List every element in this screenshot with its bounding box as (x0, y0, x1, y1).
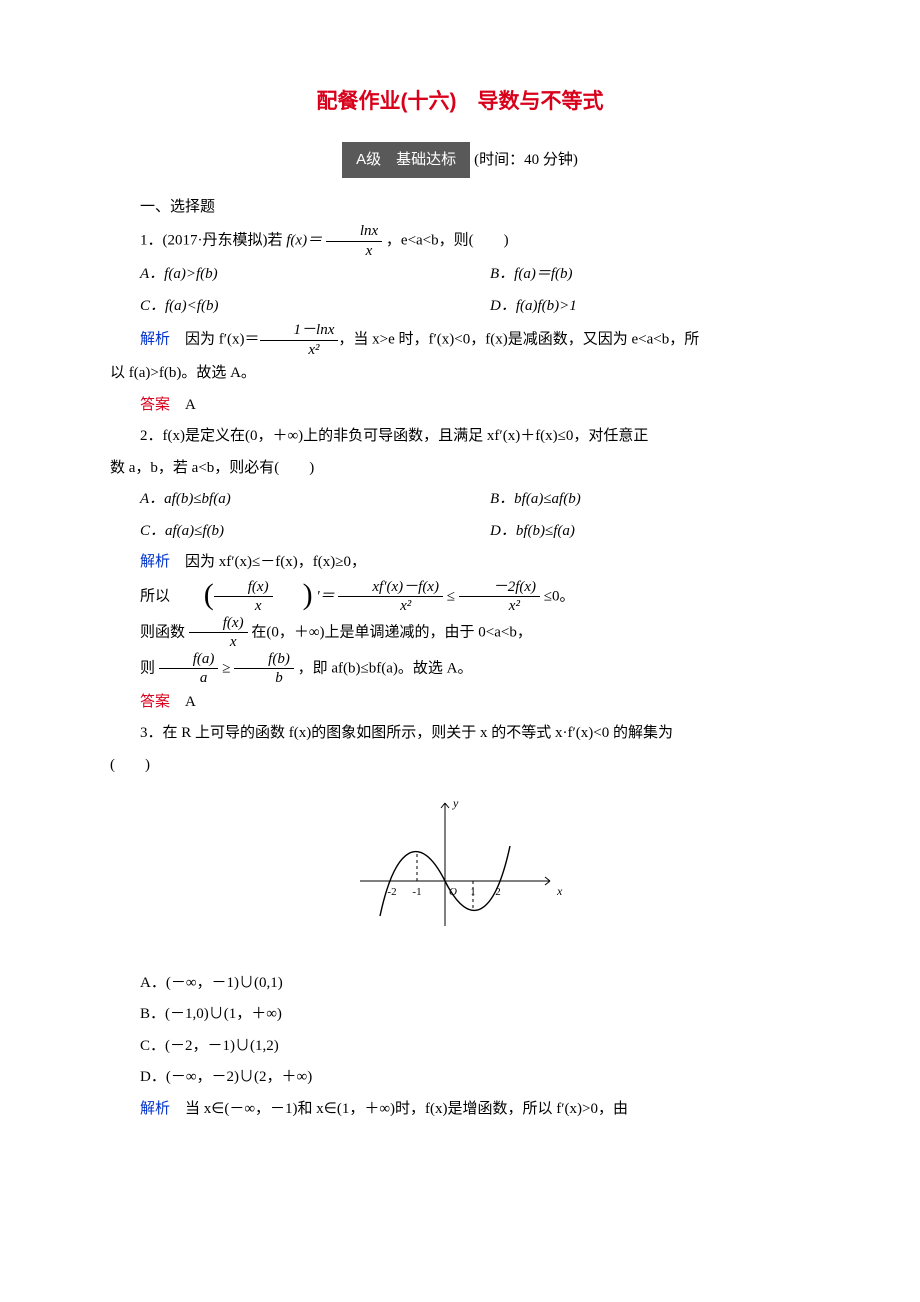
q1-frac: lnx x (326, 223, 382, 259)
q3-optA: A．(－∞，－1)∪(0,1) (140, 975, 283, 991)
section-heading: 一、选择题 (110, 192, 810, 224)
q1-stem: 1．(2017·丹东模拟)若 f(x)＝ lnx x ，e<a<b，则( ) (110, 223, 810, 259)
q2-analysis-line4: 则 f(a) a ≥ f(b) b ，即 af(b)≤bf(a)。故选 A。 (110, 651, 810, 687)
level-row: A级 基础达标(时间：40 分钟) (110, 142, 810, 178)
q2-optA: A．af(b)≤bf(a) (140, 491, 231, 507)
q2-frac4R-num: f(b) (234, 651, 294, 670)
q2-fracL: f(x) x (214, 579, 273, 615)
q1-frac-den: x (326, 242, 382, 260)
q2-fracL-num: f(x) (214, 579, 273, 598)
q1-analysis-frac: 1－lnx x² (260, 322, 339, 358)
q2-answer-value: A (170, 694, 196, 710)
q2-ans4-pre: 则 (140, 660, 155, 676)
q2-options-row2: C．af(a)≤f(b) D．bf(b)≤f(a) (110, 516, 810, 548)
q2-frac3-num: f(x) (189, 615, 248, 634)
q2-answer-label: 答案 (140, 694, 170, 710)
q2-frac3: f(x) x (189, 615, 248, 651)
q3-optB: B．(－1,0)∪(1，＋∞) (140, 1006, 282, 1022)
q1-answer-value: A (170, 397, 196, 413)
q1-analysis-num: 1－lnx (260, 322, 339, 341)
q1-analysis-line2: 以 f(a)>f(b)。故选 A。 (110, 358, 810, 390)
q1-options-row2: C．f(a)<f(b) D．f(a)f(b)>1 (110, 291, 810, 323)
q2-stem-line1: 2．f(x)是定义在(0，＋∞)上的非负可导函数，且满足 xf′(x)＋f(x)… (110, 421, 810, 453)
q1-eq-lead: f(x)＝ (286, 233, 322, 249)
q3-optC: C．(－2，－1)∪(1,2) (140, 1038, 279, 1054)
q2-fracR: －2f(x) x² (459, 579, 540, 615)
page-title: 配餐作业(十六) 导数与不等式 (110, 80, 810, 124)
q3-analysis: 解析 当 x∈(－∞，－1)和 x∈(1，＋∞)时，f(x)是增函数，所以 f′… (110, 1094, 810, 1126)
q2-frac4L: f(a) a (159, 651, 219, 687)
q1-frac-num: lnx (326, 223, 382, 242)
q3-stem-paren: ( ) (110, 750, 810, 782)
svg-text:x: x (556, 884, 563, 898)
rparen-icon: ) (273, 580, 313, 610)
function-graph-icon: y x -2 -1 O 1 2 (345, 791, 575, 941)
svg-text:-1: -1 (412, 886, 421, 898)
q2-analysis-label: 解析 (140, 554, 170, 570)
q1-analysis-label: 解析 (140, 332, 170, 348)
svg-text:O: O (449, 886, 457, 898)
q3-analysis-label: 解析 (140, 1101, 170, 1117)
q2-ans2-pre: 所以 (140, 588, 170, 604)
q3-analysis-text: 当 x∈(－∞，－1)和 x∈(1，＋∞)时，f(x)是增函数，所以 f′(x)… (170, 1101, 628, 1117)
q2-frac4L-den: a (159, 669, 219, 687)
time-note: (时间：40 分钟) (474, 152, 578, 168)
q2-fracR-den: x² (459, 597, 540, 615)
level-badge: A级 基础达标 (342, 142, 470, 178)
q3-stem-line1: 3．在 R 上可导的函数 f(x)的图象如图所示，则关于 x 的不等式 x·f′… (110, 718, 810, 750)
q2-analysis-line3: 则函数 f(x) x 在(0，＋∞)上是单调递减的，由于 0<a<b， (110, 615, 810, 651)
lparen-icon: ( (174, 580, 214, 610)
q2-analysis-line2: 所以 ( f(x) x ) ′＝ xf′(x)－f(x) x² ≤ －2f(x)… (110, 579, 810, 615)
q2-ans4-tail: ，即 af(b)≤bf(a)。故选 A。 (298, 660, 473, 676)
q1-answer-label: 答案 (140, 397, 170, 413)
svg-text:1: 1 (470, 886, 476, 898)
q1-optB: B．f(a)＝f(b) (490, 266, 572, 282)
q2-frac3-den: x (189, 633, 248, 651)
q2-answer: 答案 A (110, 687, 810, 719)
q1-optD: D．f(a)f(b)>1 (490, 298, 577, 314)
q2-stem-line2: 数 a，b，若 a<b，则必有( ) (110, 453, 810, 485)
q1-tail: ，e<a<b，则( ) (386, 233, 509, 249)
q1-prefix: 1．(2017·丹东模拟)若 (140, 233, 286, 249)
svg-text:2: 2 (495, 886, 501, 898)
q1-analysis-lead: 因为 f′(x)＝ (170, 332, 260, 348)
q2-options-row1: A．af(b)≤bf(a) B．bf(a)≤af(b) (110, 484, 810, 516)
q3-graph: y x -2 -1 O 1 2 (110, 791, 810, 954)
q2-analysis-line1: 解析 因为 xf′(x)≤－f(x)，f(x)≥0， (110, 547, 810, 579)
q2-analysis-text1: 因为 xf′(x)≤－f(x)，f(x)≥0， (170, 554, 366, 570)
q2-optC: C．af(a)≤f(b) (140, 523, 224, 539)
q2-frac4L-num: f(a) (159, 651, 219, 670)
q2-optB: B．bf(a)≤af(b) (490, 491, 581, 507)
q2-ans4-mid: ≥ (222, 660, 230, 676)
q2-frac4R-den: b (234, 669, 294, 687)
q2-ans3-pre: 则函数 (140, 624, 185, 640)
q2-fracL-den: x (214, 597, 273, 615)
q2-fracM-den: x² (338, 597, 443, 615)
q1-answer: 答案 A (110, 390, 810, 422)
q2-optD: D．bf(b)≤f(a) (490, 523, 575, 539)
q2-ans3-tail: 在(0，＋∞)上是单调递减的，由于 0<a<b， (251, 624, 532, 640)
q1-analysis-den: x² (260, 341, 339, 359)
q2-fracM-num: xf′(x)－f(x) (338, 579, 443, 598)
q1-analysis-tail1: ，当 x>e 时，f′(x)<0，f(x)是减函数，又因为 e<a<b，所 (338, 332, 699, 348)
q2-ans2-tail: ≤0。 (544, 588, 575, 604)
q2-mid1: ′＝ (316, 588, 334, 604)
q2-fracR-num: －2f(x) (459, 579, 540, 598)
q2-frac4R: f(b) b (234, 651, 294, 687)
q2-fracM: xf′(x)－f(x) x² (338, 579, 443, 615)
svg-text:y: y (452, 796, 459, 810)
q1-options-row1: A．f(a)>f(b) B．f(a)＝f(b) (110, 259, 810, 291)
q2-mid2: ≤ (447, 588, 455, 604)
svg-text:-2: -2 (387, 886, 396, 898)
q1-optC: C．f(a)<f(b) (140, 298, 218, 314)
q1-analysis-line1: 解析 因为 f′(x)＝ 1－lnx x² ，当 x>e 时，f′(x)<0，f… (110, 322, 810, 358)
q1-optA: A．f(a)>f(b) (140, 266, 218, 282)
q3-optD: D．(－∞，－2)∪(2，＋∞) (140, 1069, 312, 1085)
